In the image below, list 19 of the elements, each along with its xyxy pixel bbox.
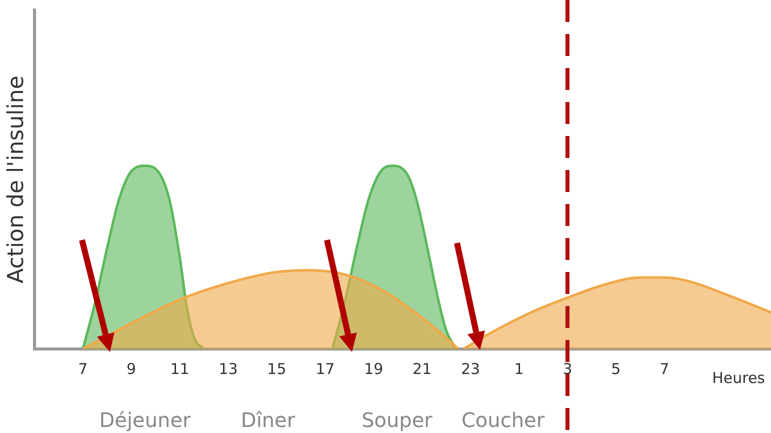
x-tick-label: 21 xyxy=(412,360,432,378)
x-tick-label: 5 xyxy=(611,360,621,378)
text: Déjeuner xyxy=(99,408,192,432)
x-tick-label: 23 xyxy=(461,360,480,378)
x-tick-label: 3 xyxy=(562,360,572,378)
x-tick-label: 1 xyxy=(514,360,524,378)
x-tick-label: 13 xyxy=(218,360,238,378)
x-tick-label: 15 xyxy=(267,360,286,378)
y-axis-title: Action de l'insuline xyxy=(4,76,29,284)
x-tick-label: 17 xyxy=(316,360,335,378)
x-tick-label: 7 xyxy=(78,360,88,378)
x-axis-title: Heures xyxy=(712,368,766,387)
text: Dîner xyxy=(240,408,296,432)
x-tick-label: 9 xyxy=(126,360,136,378)
x-tick-label: 7 xyxy=(660,360,670,378)
text: Coucher xyxy=(461,408,546,432)
x-tick-label: 11 xyxy=(170,360,190,378)
text: Souper xyxy=(362,408,434,432)
x-tick-label: 19 xyxy=(364,360,384,378)
